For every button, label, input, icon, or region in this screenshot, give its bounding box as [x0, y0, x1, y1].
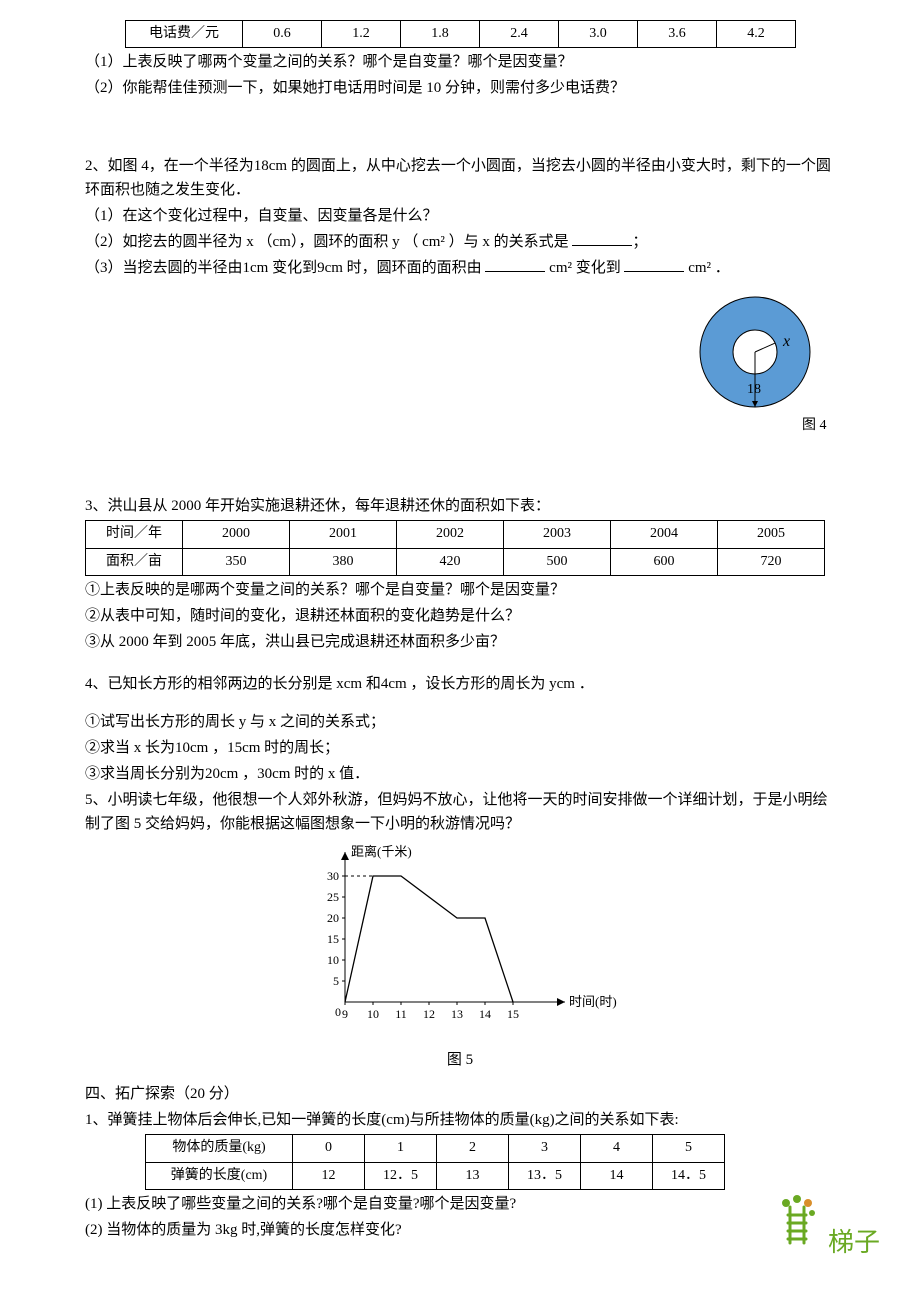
table3-head-cell: 2000 — [183, 521, 290, 548]
q4-intro: 4、已知长方形的相邻两边的长分别是 xcm 和4cm ，设长方形的周长为 ycm… — [85, 672, 835, 696]
table3-data-cell: 720 — [718, 548, 825, 575]
svg-text:10: 10 — [327, 953, 339, 967]
s4-s1: (1) 上表反映了哪些变量之间的关系?哪个是自变量?哪个是因变量? — [85, 1192, 835, 1216]
q4-s3: ③求当周长分别为20cm ，30cm 时的 x 值． — [85, 762, 835, 786]
svg-text:25: 25 — [327, 890, 339, 904]
ring-diagram: x 18 图 4 — [685, 282, 835, 462]
table3-data-cell: 380 — [290, 548, 397, 575]
figure-5: 5 10 15 20 25 30 9 10 11 12 13 14 15 0 距离(千米) 时间(时) 图 5 — [85, 842, 835, 1072]
brand-logo: 梯子 — [774, 1193, 880, 1264]
spring-data-cell: 12．5 — [365, 1162, 437, 1189]
q3-s3: ③从 2000 年到 2005 年底，洪山县已完成退耕还林面积多少亩？ — [85, 630, 835, 654]
svg-text:18: 18 — [747, 382, 761, 397]
figure-4: x 18 图 4 — [685, 282, 835, 462]
area-table: 时间／年200020012002200320042005 面积／亩3503804… — [85, 520, 825, 576]
q2-s2-text: （2）如挖去的圆半径为 x （cm），圆环的面积 y （ cm² ）与 x 的关… — [85, 234, 569, 250]
table3-data-cell: 600 — [611, 548, 718, 575]
q3-s2: ②从表中可知，随时间的变化，退耕还林面积的变化趋势是什么？ — [85, 604, 835, 628]
blank — [485, 257, 545, 272]
svg-text:5: 5 — [333, 974, 339, 988]
q2-s1: （1）在这个变化过程中，自变量、因变量各是什么？ — [85, 204, 835, 228]
spring-head-cell: 1 — [365, 1135, 437, 1162]
table1-c0: 0.6 — [243, 21, 322, 48]
table1-c5: 3.6 — [638, 21, 717, 48]
spring-data-cell: 14 — [581, 1162, 653, 1189]
svg-text:15: 15 — [327, 932, 339, 946]
svg-text:15: 15 — [507, 1007, 519, 1021]
svg-text:11: 11 — [395, 1007, 407, 1021]
table1-label: 电话费／元 — [126, 21, 243, 48]
q4-s1: ①试写出长方形的周长 y 与 x 之间的关系式； — [85, 710, 835, 734]
q2-s2: （2）如挖去的圆半径为 x （cm），圆环的面积 y （ cm² ）与 x 的关… — [85, 230, 835, 254]
svg-text:9: 9 — [342, 1007, 348, 1021]
spring-head-cell: 5 — [653, 1135, 725, 1162]
table3-head-cell: 2001 — [290, 521, 397, 548]
table3-data-cell: 500 — [504, 548, 611, 575]
q4-s2: ②求当 x 长为10cm ，15cm 时的周长； — [85, 736, 835, 760]
svg-text:13: 13 — [451, 1007, 463, 1021]
q2-s3: （3）当挖去圆的半径由1cm 变化到9cm 时，圆环面的面积由 cm² 变化到 … — [85, 256, 835, 280]
q5-intro: 5、小明读七年级，他很想一个人郊外秋游，但妈妈不放心，让他将一天的时间安排做一个… — [85, 788, 835, 836]
table1-c1: 1.2 — [322, 21, 401, 48]
spring-data-cell: 弹簧的长度(cm) — [146, 1162, 293, 1189]
spring-data-cell: 13．5 — [509, 1162, 581, 1189]
svg-text:14: 14 — [479, 1007, 491, 1021]
table3-head-cell: 2002 — [397, 521, 504, 548]
table3-data-cell: 350 — [183, 548, 290, 575]
svg-text:距离(千米): 距离(千米) — [351, 844, 412, 859]
table3-head-cell: 2003 — [504, 521, 611, 548]
svg-text:0: 0 — [335, 1005, 341, 1019]
logo-text: 梯子 — [828, 1222, 880, 1264]
svg-text:20: 20 — [327, 911, 339, 925]
q2-s3-text: （3）当挖去圆的半径由1cm 变化到9cm 时，圆环面的面积由 — [85, 260, 482, 276]
spring-head-cell: 2 — [437, 1135, 509, 1162]
spring-head-cell: 0 — [293, 1135, 365, 1162]
q3-s1: ①上表反映的是哪两个变量之间的关系？哪个是自变量？哪个是因变量？ — [85, 578, 835, 602]
distance-time-chart: 5 10 15 20 25 30 9 10 11 12 13 14 15 0 距离(千米) 时间(时) — [290, 842, 630, 1032]
q2-unit1: cm² 变化到 — [549, 260, 621, 276]
blank — [572, 231, 632, 246]
fig5-caption: 图 5 — [85, 1048, 835, 1072]
spring-data-cell: 12 — [293, 1162, 365, 1189]
s4-s2: (2) 当物体的质量为 3kg 时,弹簧的长度怎样变化? — [85, 1218, 835, 1242]
spring-head-cell: 物体的质量(kg) — [146, 1135, 293, 1162]
s4-q1-intro: 1、弹簧挂上物体后会伸长,已知一弹簧的长度(cm)与所挂物体的质量(kg)之间的… — [85, 1108, 835, 1132]
table3-head-cell: 2005 — [718, 521, 825, 548]
spring-data-cell: 14．5 — [653, 1162, 725, 1189]
svg-text:x: x — [782, 333, 790, 350]
table3-head-cell: 2004 — [611, 521, 718, 548]
section4-title: 四、拓广探索（20 分） — [85, 1082, 835, 1106]
table1-c2: 1.8 — [401, 21, 480, 48]
q1-line1: （1）上表反映了哪两个变量之间的关系？哪个是自变量？哪个是因变量？ — [85, 50, 835, 74]
table1-c6: 4.2 — [717, 21, 796, 48]
table3-data-cell: 面积／亩 — [86, 548, 183, 575]
spring-data-cell: 13 — [437, 1162, 509, 1189]
table3-head-cell: 时间／年 — [86, 521, 183, 548]
phone-fee-table: 电话费／元 0.6 1.2 1.8 2.4 3.0 3.6 4.2 — [125, 20, 796, 48]
svg-text:时间(时): 时间(时) — [569, 994, 617, 1009]
q3-intro: 3、洪山县从 2000 年开始实施退耕还休，每年退耕还休的面积如下表： — [85, 494, 835, 518]
svg-text:12: 12 — [423, 1007, 435, 1021]
table1-c3: 2.4 — [480, 21, 559, 48]
ladder-tree-icon — [774, 1193, 824, 1247]
spring-head-cell: 3 — [509, 1135, 581, 1162]
svg-text:图 4: 图 4 — [802, 418, 827, 433]
svg-text:30: 30 — [327, 869, 339, 883]
q2-intro: 2、如图 4，在一个半径为18cm 的圆面上，从中心挖去一个小圆面，当挖去小圆的… — [85, 154, 835, 202]
svg-text:10: 10 — [367, 1007, 379, 1021]
table3-data-cell: 420 — [397, 548, 504, 575]
table1-c4: 3.0 — [559, 21, 638, 48]
q2-unit2: cm² ． — [688, 260, 730, 276]
spring-table: 物体的质量(kg)012345 弹簧的长度(cm)1212．51313．5141… — [145, 1134, 725, 1190]
blank — [624, 257, 684, 272]
spring-head-cell: 4 — [581, 1135, 653, 1162]
q1-line2: （2）你能帮佳佳预测一下，如果她打电话用时间是 10 分钟，则需付多少电话费？ — [85, 76, 835, 100]
